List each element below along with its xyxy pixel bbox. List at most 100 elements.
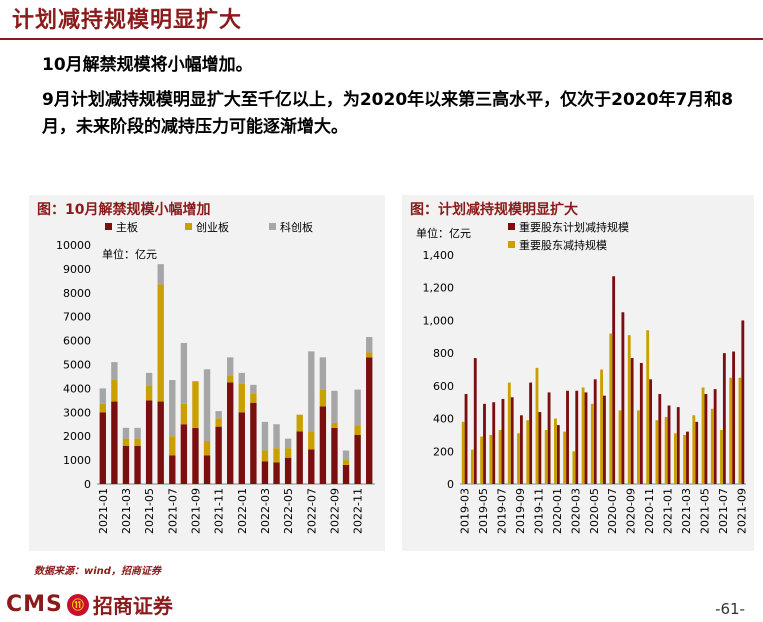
bar-main-board [331,427,338,484]
bar-gem-board [180,403,188,425]
x-tick-label: 2020-01 [551,488,564,534]
bar-planned-reduction [658,394,662,484]
bar-actual-reduction [480,436,484,484]
bar-planned-reduction [556,425,560,484]
bar-star-board [308,351,315,432]
bar-gem-board [111,380,118,402]
bar-gem-board [354,425,361,436]
bar-planned-reduction [538,412,542,484]
legend-swatch [185,223,192,230]
legend-swatch [508,223,515,230]
bar-main-board [238,412,245,484]
legend-swatch [269,223,276,230]
reduction-chart-panel: 图：计划减持规模明显扩大 0 200 400 600 800 1,000 1,200 1,40… [402,195,754,551]
x-tick-label: 2019-07 [496,488,509,534]
bar-actual-reduction [720,430,723,484]
bar-actual-reduction [738,377,742,484]
x-tick-label: 2021-09 [735,488,748,534]
x-tick-label: 2020-11 [643,488,656,534]
bar-planned-reduction [603,395,606,484]
bar-planned-reduction [686,431,689,484]
title-divider [0,38,763,40]
unlock-chart: 0 1000 2000 3000 4000 5000 6000 7000 8000 9000 100… [56,220,375,534]
y-tick-label: 600 [433,380,454,393]
x-tick-label: 2021-03 [120,488,133,534]
bar-star-board [238,372,245,384]
bar-actual-reduction [655,420,659,484]
reduction-chart: 0 200 400 600 800 1,000 1,200 1,400 2019-03 2019-… [416,220,748,534]
bar-main-board [157,401,164,484]
bar-star-board [122,427,130,439]
bar-star-board [284,438,292,449]
bar-star-board [250,384,257,394]
bar-actual-reduction [692,415,696,484]
x-tick-label: 2021-11 [213,488,226,534]
y-tick-label: 1000 [63,454,91,467]
bar-actual-reduction [572,451,576,484]
x-tick-label: 2021-05 [143,488,156,534]
bar-star-board [261,421,269,451]
bar-planned-reduction [676,407,680,484]
data-source: 数据来源：wind，招商证券 [34,566,161,577]
bar-main-board [215,426,222,484]
bar-actual-reduction [489,434,493,484]
x-tick-label: 2019-03 [459,488,472,534]
bar-gem-board [331,423,338,428]
bar-gem-board [296,414,303,432]
x-tick-label: 2020-03 [569,488,582,534]
bar-main-board [122,445,130,484]
bar-planned-reduction [741,320,745,484]
x-tick-label: 2021-07 [166,488,179,534]
legend-label: 重要股东计划减持规模 [519,220,629,234]
bar-star-board [203,369,211,441]
bar-planned-reduction [492,402,496,484]
y-tick-label: 800 [433,347,454,360]
bar-gem-board [261,450,269,462]
bar-star-board [366,337,373,353]
y-tick-label: 9000 [63,263,91,276]
bar-planned-reduction [584,392,588,484]
legend-label: 创业板 [196,220,229,234]
y-tick-label: 4000 [63,382,91,395]
bar-gem-board [215,418,222,427]
bar-gem-board [319,389,327,407]
bar-actual-reduction [683,434,687,484]
bar-star-board [180,342,188,404]
bar-actual-reduction [581,387,585,484]
bar-actual-reduction [507,382,511,484]
x-tick-label: 2021-05 [698,488,711,534]
bar-planned-reduction [667,405,671,484]
legend-label: 重要股东减持规模 [519,238,607,252]
x-tick-label: 2022-11 [352,488,365,534]
bar-star-board [331,390,338,424]
bar-star-board [227,357,234,376]
legend-label: 主板 [116,220,138,234]
legend-swatch [508,241,515,248]
bar-actual-reduction [627,335,631,484]
summary-line-1: 10月解禁规模将小幅增加。 [42,55,253,75]
bar-main-board [134,445,141,484]
unit-label: 单位：亿元 [416,226,471,240]
bar-planned-reduction [639,362,643,484]
bar-actual-reduction [637,410,640,484]
bar-main-board [227,382,234,484]
reduction-chart-title: 图：计划减持规模明显扩大 [410,202,578,218]
bar-star-board [354,389,361,426]
bar-planned-reduction [630,358,634,484]
legend-label: 科创板 [280,220,313,234]
bar-actual-reduction [498,430,502,484]
bar-gem-board [250,393,257,403]
bar-planned-reduction [722,353,726,484]
y-tick-label: 7000 [63,311,91,324]
logo-cn-text: 招商证券 [92,594,173,618]
bar-gem-board [157,284,164,402]
bar-main-board [192,427,199,484]
y-tick-label: 6000 [63,335,91,348]
bar-star-board [319,357,327,390]
bar-main-board [308,449,315,484]
bar-gem-board [169,436,176,456]
bar-actual-reduction [710,408,714,484]
unlock-chart-panel: 图：10月解禁规模小幅增加 0 1000 2000 3000 4000 5000 6000 7… [29,195,385,551]
x-tick-label: 2019-09 [514,488,527,534]
y-tick-label: 10000 [56,239,91,252]
